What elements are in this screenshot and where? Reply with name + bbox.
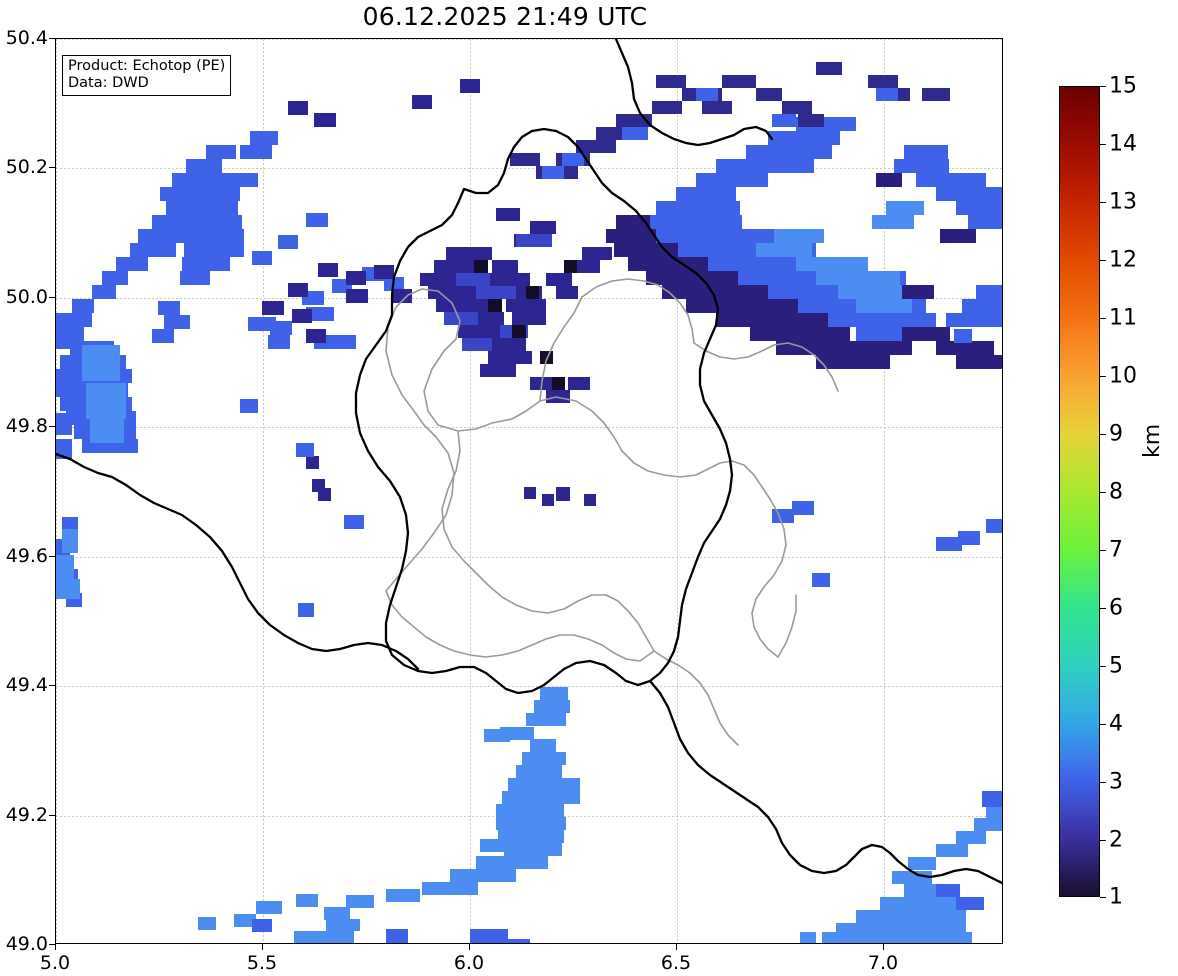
radar-echo-layer [56,62,1002,943]
gridline-horizontal [56,427,1002,428]
gridline-vertical [263,39,264,943]
colorbar[interactable] [1059,86,1100,897]
colorbar-tick [1100,492,1106,494]
colorbar-label: 4 [1109,711,1123,737]
colorbar-tick [1100,144,1106,146]
y-tick [49,815,55,816]
y-tick-label: 50.4 [5,27,48,49]
colorbar-tick [1100,666,1106,668]
y-tick-label: 49.8 [5,415,48,437]
x-tick-label: 5.0 [39,952,71,974]
y-tick [49,167,55,168]
colorbar-tick [1100,86,1106,88]
y-tick [49,556,55,557]
colorbar-label: 8 [1109,479,1123,505]
x-tick [676,944,677,950]
colorbar-tick [1100,897,1106,899]
gridline-horizontal [56,557,1002,558]
colorbar-label: 13 [1109,189,1137,215]
colorbar-label: 2 [1109,827,1123,853]
colorbar-tick [1100,782,1106,784]
colorbar-gradient [1060,87,1099,896]
colorbar-tick [1100,376,1106,378]
y-tick-label: 49.0 [5,933,48,955]
x-tick [262,944,263,950]
radar-plot-area[interactable] [55,38,1003,944]
x-tick-label: 5.5 [246,952,278,974]
y-tick [49,38,55,39]
x-tick [55,944,56,950]
colorbar-label: 12 [1109,247,1137,273]
gridline-vertical [677,39,678,943]
colorbar-label: 10 [1109,363,1137,389]
colorbar-label: 3 [1109,769,1123,795]
y-tick [49,297,55,298]
colorbar-tick [1100,840,1106,842]
colorbar-label: 14 [1109,131,1137,157]
y-tick-label: 50.2 [5,156,48,178]
colorbar-tick [1100,318,1106,320]
y-tick-label: 49.2 [5,804,48,826]
gridline-horizontal [56,686,1002,687]
x-tick [469,944,470,950]
colorbar-title: km [1140,423,1165,458]
y-tick [49,944,55,945]
colorbar-label: 6 [1109,595,1123,621]
gridline-vertical [470,39,471,943]
y-tick-label: 50.0 [5,286,48,308]
colorbar-label: 5 [1109,653,1123,679]
gridline-vertical [884,39,885,943]
colorbar-tick [1100,202,1106,204]
y-tick-label: 49.6 [5,545,48,567]
y-tick [49,426,55,427]
x-tick-label: 6.5 [660,952,692,974]
info-legend-box: Product: Echotop (PE) Data: DWD [62,55,232,96]
y-tick-label: 49.4 [5,674,48,696]
map-borders-layer [56,39,1002,885]
page-title: 06.12.2025 21:49 UTC [362,2,648,31]
colorbar-label: 9 [1109,421,1123,447]
plot-inner [56,39,1002,943]
x-tick-label: 6.0 [453,952,485,974]
y-tick [49,685,55,686]
legend-data-line: Data: DWD [68,74,149,91]
colorbar-tick [1100,608,1106,610]
colorbar-label: 15 [1109,73,1137,99]
x-tick [883,944,884,950]
gridline-vertical [56,39,57,943]
gridline-horizontal [56,168,1002,169]
colorbar-label: 7 [1109,537,1123,563]
x-tick-label: 7.0 [867,952,899,974]
colorbar-label: 1 [1109,884,1123,910]
legend-product-line: Product: Echotop (PE) [68,58,226,74]
colorbar-tick [1100,550,1106,552]
gridline-horizontal [56,39,1002,40]
colorbar-label: 11 [1109,305,1137,331]
colorbar-tick [1100,434,1106,436]
colorbar-tick [1100,260,1106,262]
colorbar-tick [1100,724,1106,726]
